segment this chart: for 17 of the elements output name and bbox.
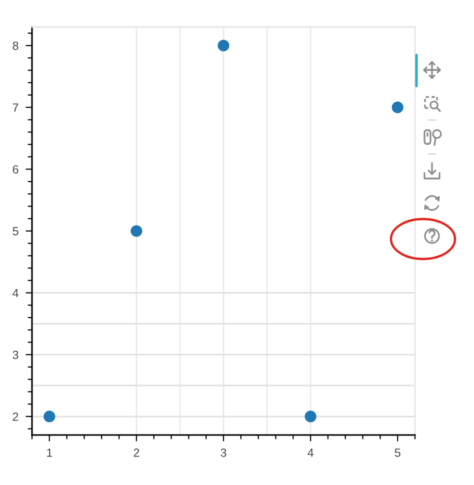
y-tick-label: 6 [12, 165, 18, 174]
y-tick-label: 8 [12, 42, 18, 50]
point [44, 410, 56, 422]
x-tick-label: 1 [47, 448, 52, 457]
point [218, 40, 230, 52]
x-tick-label: 3 [220, 448, 226, 457]
y-tick-label: 7 [12, 104, 18, 112]
y-tick-label: 4 [12, 288, 18, 298]
point [304, 410, 316, 422]
y-tick-label: 3 [12, 350, 18, 360]
y-tick-label: 2 [12, 412, 18, 421]
x-tick-label: 5 [394, 448, 400, 457]
x-tick-label: 4 [308, 448, 314, 457]
point [130, 225, 142, 237]
y-tick-label: 5 [12, 227, 18, 236]
x-tick-label: 2 [134, 448, 140, 457]
point [392, 102, 404, 114]
